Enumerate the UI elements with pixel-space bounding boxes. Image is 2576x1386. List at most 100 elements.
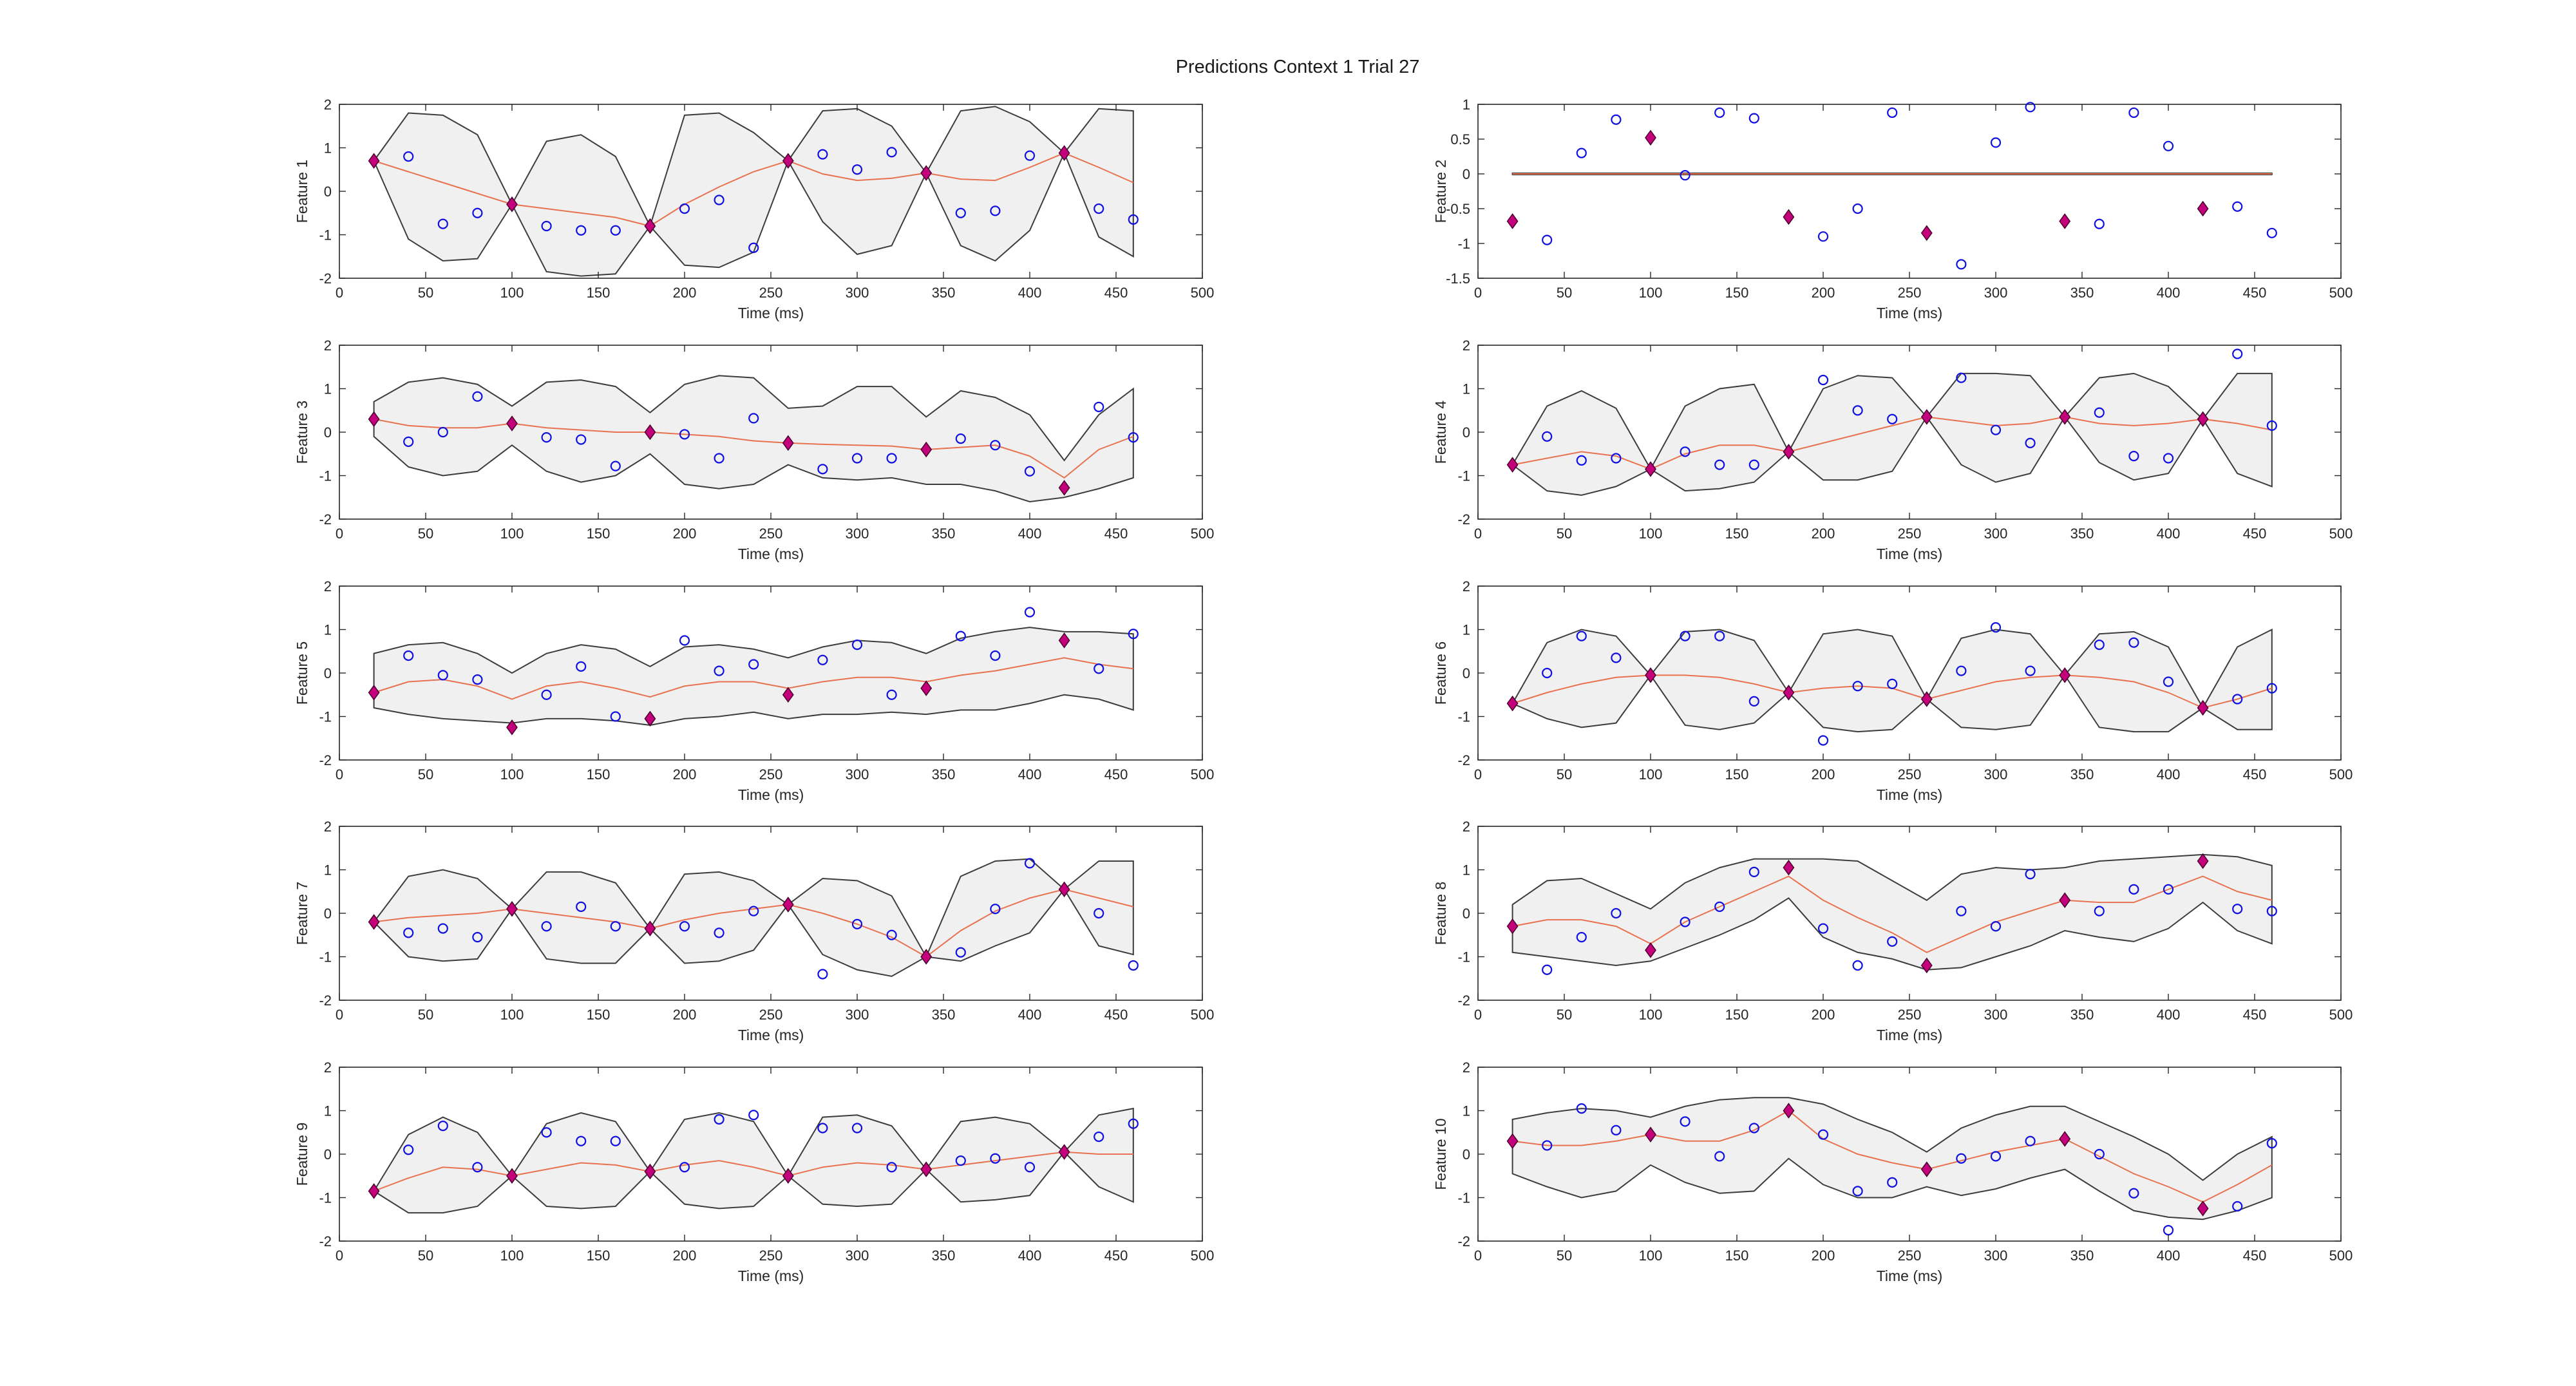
y-tick-label: -2 xyxy=(319,992,332,1009)
x-tick-label: 200 xyxy=(673,1248,697,1264)
context-point xyxy=(920,949,933,965)
y-tick-label: -1 xyxy=(1457,1190,1470,1206)
subplot-10: 0 50 100 150 200 250 300 350 400 450 500 -2 -1 0 1 2 Tim… xyxy=(1432,1059,2353,1284)
mean-prediction-line xyxy=(1512,416,2272,470)
observed-point xyxy=(1887,413,1898,424)
observed-point xyxy=(748,413,759,424)
observed-point xyxy=(1887,1177,1898,1188)
confidence-band xyxy=(1511,1097,2273,1220)
observed-point xyxy=(1576,1103,1587,1114)
observed-point xyxy=(576,434,587,445)
x-tick-label: 200 xyxy=(1812,526,1835,542)
y-axis-label: Feature 10 xyxy=(1432,1118,1449,1190)
x-tick-label: 0 xyxy=(1474,1248,1482,1264)
observed-point xyxy=(541,432,552,443)
observed-point xyxy=(2128,884,2139,895)
x-tick-label: 400 xyxy=(2157,766,2181,783)
observed-point xyxy=(1680,631,1690,641)
observed-point xyxy=(403,927,414,938)
context-point xyxy=(1058,145,1070,161)
observed-point xyxy=(2128,451,2139,462)
context-point xyxy=(920,680,933,696)
x-tick-label: 150 xyxy=(1725,1248,1749,1264)
x-tick-label: 300 xyxy=(846,285,869,301)
mean-prediction-line xyxy=(374,418,1134,479)
observed-point xyxy=(472,391,483,402)
context-point xyxy=(368,685,380,701)
x-tick-label: 300 xyxy=(1984,1248,2008,1264)
observed-point xyxy=(1852,960,1863,971)
x-tick-label: 0 xyxy=(1474,285,1482,301)
y-axis-label: Feature 8 xyxy=(1432,882,1449,945)
y-tick-label: 1 xyxy=(1463,381,1470,397)
observed-point xyxy=(576,661,587,672)
context-point xyxy=(1506,695,1519,712)
plot-area xyxy=(1477,104,2342,279)
x-axis-label: Time (ms) xyxy=(1877,786,1943,803)
observed-point xyxy=(1852,405,1863,416)
x-tick-label: 500 xyxy=(1191,1007,1215,1023)
y-axis-label: Feature 1 xyxy=(294,160,310,223)
context-point xyxy=(1058,1144,1070,1160)
x-tick-label: 450 xyxy=(2243,766,2267,783)
observed-point xyxy=(990,904,1001,915)
y-tick-label: 0 xyxy=(324,906,332,922)
x-tick-label: 150 xyxy=(1725,285,1749,301)
observed-point xyxy=(1611,907,1622,919)
observed-point xyxy=(886,453,897,464)
observed-point xyxy=(1990,424,2002,435)
y-axis-label: Feature 7 xyxy=(294,882,310,945)
observed-point xyxy=(1611,1125,1622,1135)
observed-point xyxy=(2266,227,2277,238)
y-tick-label: 2 xyxy=(324,819,332,835)
context-point xyxy=(368,1183,380,1199)
observed-point xyxy=(472,674,483,685)
observed-point xyxy=(817,654,828,665)
observed-point xyxy=(1094,663,1104,674)
observed-point xyxy=(610,225,621,236)
observed-point xyxy=(541,220,552,232)
x-tick-label: 150 xyxy=(587,526,611,542)
y-tick-label: -1 xyxy=(319,1190,332,1206)
context-point xyxy=(2197,699,2209,716)
observed-point xyxy=(1990,921,2002,932)
observed-point xyxy=(437,923,448,934)
context-point xyxy=(2197,411,2209,428)
observed-point xyxy=(955,433,966,444)
observed-point xyxy=(1748,1123,1759,1134)
x-axis-label: Time (ms) xyxy=(1877,546,1943,562)
observed-point xyxy=(2163,884,2174,895)
x-tick-label: 200 xyxy=(1812,285,1835,301)
x-tick-label: 200 xyxy=(673,1007,697,1023)
observed-point xyxy=(1680,446,1690,457)
observed-point xyxy=(1990,622,2002,633)
x-tick-label: 0 xyxy=(1474,526,1482,542)
y-tick-label: -2 xyxy=(319,511,332,527)
x-tick-label: 400 xyxy=(1018,1248,1042,1264)
observed-point xyxy=(1611,652,1622,663)
observed-point xyxy=(1887,936,1898,947)
observed-point xyxy=(679,1162,690,1173)
context-point xyxy=(1920,957,1933,974)
observed-point xyxy=(610,921,621,932)
y-tick-label: 2 xyxy=(324,337,332,354)
observed-point xyxy=(886,689,897,700)
observed-point xyxy=(1887,107,1898,119)
x-tick-label: 50 xyxy=(1557,1007,1572,1023)
x-tick-label: 400 xyxy=(2157,526,2181,542)
observed-point xyxy=(2025,102,2036,113)
x-tick-label: 350 xyxy=(932,766,956,783)
context-point xyxy=(1920,225,1933,242)
observed-point xyxy=(2025,437,2036,448)
y-tick-label: -2 xyxy=(319,752,332,768)
context-point xyxy=(644,710,656,727)
y-tick-label: 0 xyxy=(1463,665,1470,681)
observed-point xyxy=(1956,372,1967,383)
observed-point xyxy=(1714,107,1725,119)
observed-point xyxy=(472,207,483,218)
observed-point xyxy=(541,689,552,700)
context-point xyxy=(1783,444,1795,460)
y-axis-label: Feature 5 xyxy=(294,641,310,705)
x-axis-label: Time (ms) xyxy=(738,546,804,562)
